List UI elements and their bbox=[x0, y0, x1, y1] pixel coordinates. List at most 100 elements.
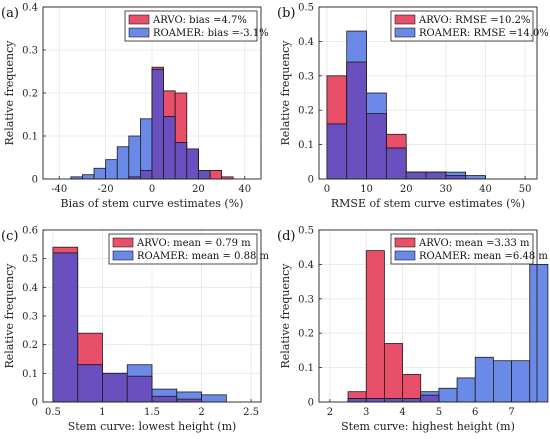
bar-roamer bbox=[116, 146, 130, 180]
bar-roamer bbox=[465, 175, 486, 180]
x-tick-label: 2.5 bbox=[243, 407, 259, 418]
legend-swatch bbox=[394, 237, 416, 248]
x-tick-label: -20 bbox=[98, 184, 114, 195]
bars bbox=[347, 250, 549, 403]
bars bbox=[326, 30, 486, 180]
bar-overlap bbox=[347, 398, 367, 403]
bar-roamer bbox=[456, 377, 476, 403]
legend-swatch bbox=[112, 250, 134, 261]
y-tick-label: 0.1 bbox=[22, 369, 38, 380]
bar-roamer bbox=[140, 118, 153, 180]
bar-arvo bbox=[209, 169, 222, 180]
legend-swatch bbox=[394, 250, 416, 261]
legend-swatch bbox=[394, 27, 416, 38]
y-axis-label: Relative frequency bbox=[279, 40, 292, 146]
bar-roamer bbox=[82, 174, 95, 180]
x-tick-label: 2 bbox=[198, 407, 204, 418]
x-axis-label: Stem curve: lowest height (m) bbox=[68, 420, 237, 433]
panel-label: (c) bbox=[1, 229, 18, 244]
bar-overlap bbox=[366, 113, 387, 180]
y-tick-label: 0.3 bbox=[298, 294, 314, 305]
legend-label: ARVO: mean = 0.79 m bbox=[136, 238, 251, 249]
legend-label: ARVO: RMSE =10.2% bbox=[418, 15, 530, 26]
x-axis-label: Bias of stem curve estimates (%) bbox=[61, 197, 244, 210]
x-tick-label: 7 bbox=[508, 407, 514, 418]
x-tick-label: 1.5 bbox=[144, 407, 160, 418]
bar-roamer bbox=[492, 360, 512, 403]
bar-overlap bbox=[151, 68, 164, 180]
y-tick-label: 0.6 bbox=[22, 226, 38, 237]
bar-overlap bbox=[346, 61, 367, 180]
axes-frame bbox=[318, 6, 538, 180]
legend: ARVO: mean = 0.79 m ROAMER: mean = 0.88 m bbox=[108, 233, 270, 265]
y-axis-label: Relative frequency bbox=[3, 40, 16, 146]
y-tick-label: 0.4 bbox=[22, 3, 38, 14]
bar-overlap bbox=[405, 171, 427, 180]
x-tick-label: -40 bbox=[51, 184, 67, 195]
y-tick-label: 0.2 bbox=[298, 329, 314, 340]
bar-overlap bbox=[445, 175, 467, 180]
x-tick-label: 0.5 bbox=[45, 407, 61, 418]
x-axis-label: RMSE of stem curve estimates (%) bbox=[331, 197, 525, 210]
bar-overlap bbox=[102, 372, 128, 403]
x-tick-label: 0 bbox=[149, 184, 155, 195]
x-tick-label: 40 bbox=[479, 184, 492, 195]
y-tick-label: 0.4 bbox=[298, 37, 314, 48]
y-tick-label: 0.3 bbox=[22, 312, 38, 323]
legend: ARVO: mean =3.33 m ROAMER: mean =6.48 m bbox=[390, 233, 548, 265]
bar-overlap bbox=[197, 169, 211, 180]
legend-swatch bbox=[112, 237, 134, 248]
x-tick-label: 6 bbox=[472, 407, 478, 418]
bar-overlap bbox=[126, 375, 153, 403]
x-tick-label: 4 bbox=[399, 407, 405, 418]
legend: ARVO: RMSE =10.2% ROAMER: RMSE =14.0% bbox=[390, 10, 549, 42]
y-tick-label: 0.1 bbox=[298, 363, 314, 374]
y-tick-label: 0 bbox=[308, 175, 314, 186]
y-axis-label: Relative frequency bbox=[3, 263, 16, 369]
x-tick-label: 40 bbox=[238, 184, 251, 195]
legend-swatch bbox=[128, 14, 150, 25]
x-axis-label: Stem curve: highest height (m) bbox=[341, 420, 515, 433]
y-axis-label: Relative frequency bbox=[279, 263, 292, 369]
y-tick-label: 0.4 bbox=[298, 260, 314, 271]
bar-arvo bbox=[383, 343, 403, 403]
bar-roamer bbox=[438, 387, 458, 403]
x-tick-label: 20 bbox=[192, 184, 205, 195]
y-tick-label: 0 bbox=[308, 398, 314, 409]
chart-panel-2: 0 0.1 0.2 0.3 0.4 0.5 0 10 20 30 40 50 RMSE of stem … bbox=[277, 3, 549, 211]
legend-swatch bbox=[394, 14, 416, 25]
bar-overlap bbox=[326, 123, 348, 180]
panel-label: (b) bbox=[277, 6, 295, 21]
legend: ARVO: bias =4.7% ROAMER: bias =-3.1% bbox=[124, 10, 269, 42]
chart-panel-4: 0 0.1 0.2 0.3 0.4 0.5 2 3 4 5 6 7 Stem curve: highes… bbox=[277, 226, 548, 434]
bar-roamer bbox=[511, 360, 531, 403]
bar-overlap bbox=[186, 148, 199, 180]
bar-overlap bbox=[402, 398, 422, 403]
y-tick-label: 0.3 bbox=[22, 46, 38, 57]
panel-label: (d) bbox=[277, 229, 295, 244]
bar-arvo bbox=[365, 250, 385, 403]
bar-roamer bbox=[128, 135, 141, 180]
x-tick-label: 50 bbox=[519, 184, 532, 195]
x-tick-label: 10 bbox=[360, 184, 373, 195]
legend-label: ARVO: mean =3.33 m bbox=[418, 238, 530, 249]
y-tick-label: 0 bbox=[32, 398, 38, 409]
bar-overlap bbox=[151, 395, 178, 403]
y-tick-label: 0 bbox=[32, 175, 38, 186]
y-tick-label: 0.2 bbox=[22, 340, 38, 351]
panel-label: (a) bbox=[1, 6, 19, 21]
bar-overlap bbox=[174, 142, 188, 180]
chart-panel-1: 0 0.1 0.2 0.3 0.4 -40 -20 0 20 40 Bias of stem cur… bbox=[1, 3, 269, 211]
legend-swatch bbox=[128, 27, 150, 38]
bar-roamer bbox=[474, 356, 494, 403]
legend-label: ROAMER: bias =-3.1% bbox=[153, 28, 269, 39]
legend-label: ROAMER: mean =6.48 m bbox=[419, 251, 548, 262]
bar-overlap bbox=[425, 171, 447, 180]
legend-label: ROAMER: mean = 0.88 m bbox=[137, 251, 270, 262]
axes-frame bbox=[318, 229, 538, 403]
bar-roamer bbox=[105, 159, 118, 180]
x-tick-label: 3 bbox=[363, 407, 369, 418]
y-tick-label: 0.4 bbox=[22, 283, 38, 294]
y-tick-label: 0.5 bbox=[298, 226, 314, 237]
y-tick-label: 0.5 bbox=[22, 254, 38, 265]
